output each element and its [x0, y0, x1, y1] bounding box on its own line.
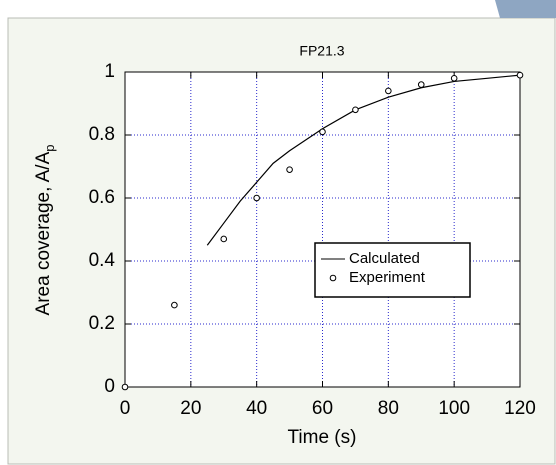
plot-area [125, 72, 520, 387]
x-tick-label: 80 [378, 398, 399, 419]
data-point [417, 81, 425, 88]
x-tick-label: 40 [246, 398, 267, 419]
data-point [352, 106, 359, 114]
y-tick-label: 0.8 [89, 124, 115, 145]
y-tick-label: 0.4 [89, 250, 116, 271]
y-tick-label: 0.6 [89, 187, 115, 208]
data-point [385, 87, 392, 95]
corner-image [495, 0, 556, 18]
data-point [253, 194, 260, 202]
y-tick-label: 1 [104, 61, 115, 82]
data-point [450, 75, 458, 82]
x-tick-label: 60 [312, 398, 333, 419]
y-axis-label: Area coverage, A/Ap [33, 145, 57, 316]
data-point [121, 383, 129, 391]
data-point [516, 71, 524, 79]
legend-box [314, 242, 471, 298]
x-axis-label: Time (s) [288, 427, 357, 448]
data-point [319, 128, 326, 136]
plot-frame [124, 71, 521, 388]
x-tick-label: 120 [504, 398, 536, 419]
data-point [286, 166, 293, 173]
chart-title: FP21.3 [299, 43, 344, 59]
legend-label: Experiment [349, 269, 426, 286]
x-tick-label: 20 [180, 398, 201, 419]
legend-label: Calculated [349, 250, 420, 267]
data-point [220, 235, 228, 243]
legend-swatch [329, 274, 337, 282]
y-tick-label: 0 [104, 376, 115, 397]
x-tick-label: 100 [438, 398, 470, 419]
y-label-sub: p [42, 145, 57, 152]
data-point [171, 301, 178, 309]
y-tick-label: 0.2 [89, 313, 115, 334]
x-tick-label: 0 [120, 398, 131, 419]
y-label-main: Area coverage, A/A [33, 151, 54, 315]
